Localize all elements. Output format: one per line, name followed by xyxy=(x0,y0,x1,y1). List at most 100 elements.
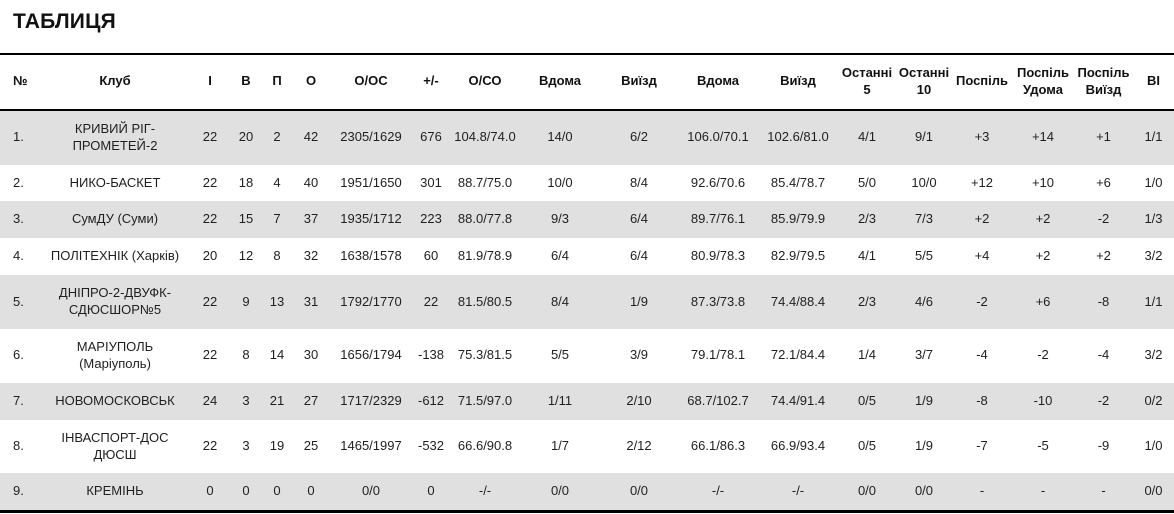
stat-cell: 25 xyxy=(303,438,319,454)
stat-cell: 22 xyxy=(202,211,218,227)
column-header: ВІ xyxy=(1133,54,1174,111)
stat-cell: 9/1 xyxy=(914,129,934,145)
stat-cell: 8 xyxy=(242,347,250,363)
stat-cell: 81.9/78.9 xyxy=(457,248,513,264)
stat-cell: +3 xyxy=(974,129,990,145)
stat-cell: 3 xyxy=(242,392,250,408)
table-row: 7. НОВОМОСКОВСЬК 24 3 21 27 1717/2329 -612 71.5/… xyxy=(0,382,1174,420)
stat-cell: 1935/1712 xyxy=(340,211,402,227)
stat-cell: 27 xyxy=(303,392,319,408)
stat-cell: 10/0 xyxy=(911,174,937,190)
stat-cell: 1/9 xyxy=(914,438,934,454)
stat-cell: 2305/1629 xyxy=(340,129,402,145)
stat-cell: 0/0 xyxy=(550,483,570,499)
stat-cell: -612 xyxy=(417,392,445,408)
column-header: О xyxy=(292,54,330,111)
stat-cell: 0/2 xyxy=(1144,392,1163,408)
stat-cell: 71.5/97.0 xyxy=(457,392,513,408)
stat-cell: -138 xyxy=(417,347,445,363)
stat-cell: -5 xyxy=(1037,438,1049,454)
stat-cell: +14 xyxy=(1031,129,1055,145)
stat-cell: 1/4 xyxy=(857,347,877,363)
stat-cell: 301 xyxy=(420,174,442,190)
club-name: ПОЛІТЕХНІК (Харків) xyxy=(50,248,180,264)
stat-cell: 85.9/79.9 xyxy=(770,211,826,227)
stat-cell: 72.1/84.4 xyxy=(770,347,826,363)
stat-cell: -7 xyxy=(976,438,988,454)
column-header: П xyxy=(262,54,292,111)
stat-cell: -532 xyxy=(417,438,445,454)
stat-cell: 8 xyxy=(273,248,281,264)
stat-cell: 22 xyxy=(202,347,218,363)
stat-cell: +2 xyxy=(1035,248,1051,264)
stat-cell: 14 xyxy=(269,347,285,363)
row-number: 7. xyxy=(13,392,24,408)
club-name: ДНІПРО-2-ДВУФК- СДЮСШОР№5 xyxy=(58,285,172,318)
column-header: Поспіль xyxy=(952,54,1012,111)
stat-cell: 20 xyxy=(238,129,254,145)
column-header: Вдома xyxy=(678,54,758,111)
stat-cell: 1/0 xyxy=(1144,174,1163,190)
club-name: ІНВАСПОРТ-ДОС ДЮСШ xyxy=(61,429,169,462)
stat-cell: 0 xyxy=(427,483,435,499)
stat-cell: +6 xyxy=(1035,293,1051,309)
stat-cell: -2 xyxy=(1097,211,1110,227)
club-name: НИКО-БАСКЕТ xyxy=(69,174,161,190)
stat-cell: 22 xyxy=(202,129,218,145)
stat-cell: 22 xyxy=(423,293,439,309)
stat-cell: 74.4/91.4 xyxy=(770,392,826,408)
club-name: КРИВИЙ РІГ- ПРОМЕТЕЙ-2 xyxy=(72,120,158,153)
column-header: В xyxy=(230,54,262,111)
stat-cell: 2/12 xyxy=(626,438,652,454)
stat-cell: 0/0 xyxy=(361,483,381,499)
stat-cell: -2 xyxy=(1097,392,1110,408)
stat-cell: 74.4/88.4 xyxy=(770,293,826,309)
stat-cell: +6 xyxy=(1096,174,1111,190)
stat-cell: 0/5 xyxy=(857,438,877,454)
standings-table: № Клуб І В П О О/ОС +/- О/СО Вдома Виїзд Вдома Виїзд… xyxy=(0,53,1174,514)
stat-cell: 6/4 xyxy=(550,248,570,264)
stat-cell: 7 xyxy=(273,211,281,227)
stat-cell: 4/1 xyxy=(857,129,877,145)
stat-cell: +2 xyxy=(974,211,990,227)
stat-cell: 1638/1578 xyxy=(340,248,402,264)
stat-cell: 31 xyxy=(303,293,319,309)
header-row: № Клуб І В П О О/ОС +/- О/СО Вдома Виїзд Вдома Виїзд… xyxy=(0,54,1174,111)
column-header: Вдома xyxy=(520,54,600,111)
stat-cell: 1951/1650 xyxy=(340,174,402,190)
stat-cell: +2 xyxy=(1096,248,1111,264)
stat-cell: -/- xyxy=(791,483,805,499)
stat-cell: 0/0 xyxy=(1144,483,1163,499)
stat-cell: 3 xyxy=(242,438,250,454)
column-header: № xyxy=(0,54,40,111)
stat-cell: -2 xyxy=(1037,347,1049,363)
stat-cell: 2 xyxy=(273,129,281,145)
stat-cell: - xyxy=(979,483,985,499)
table-row: 8. ІНВАСПОРТ-ДОС ДЮСШ 22 3 19 25 1465/1997 -532… xyxy=(0,419,1174,474)
stat-cell: 5/5 xyxy=(914,248,934,264)
column-header: Поспіль Виїзд xyxy=(1074,54,1133,111)
stat-cell: 19 xyxy=(269,438,285,454)
stat-cell: 1/0 xyxy=(1144,438,1163,454)
stat-cell: 75.3/81.5 xyxy=(457,347,513,363)
row-number: 2. xyxy=(13,174,24,190)
stat-cell: 66.6/90.8 xyxy=(457,438,513,454)
stat-cell: 1/11 xyxy=(547,392,573,408)
stat-cell: 7/3 xyxy=(914,211,934,227)
stat-cell: 6/4 xyxy=(629,211,649,227)
stat-cell: 82.9/79.5 xyxy=(770,248,826,264)
stat-cell: 1/1 xyxy=(1144,293,1163,309)
stat-cell: +1 xyxy=(1096,129,1111,145)
table-row: 6. МАРІУПОЛЬ (Маріуполь) 22 8 14 30 1656/1794-… xyxy=(0,329,1174,383)
column-header: Клуб xyxy=(40,54,190,111)
stat-cell: 9/3 xyxy=(550,211,570,227)
stat-cell: 102.6/81.0 xyxy=(767,129,829,145)
stat-cell: 68.7/102.7 xyxy=(687,392,749,408)
stat-cell: 1465/1997 xyxy=(340,438,402,454)
table-row: 9. КРЕМІНЬ 0 0 0 0 0/0 0 -/- 0/0 0/0 -/- -/- 0/0 0/0 - -… xyxy=(0,473,1174,512)
stat-cell: 92.6/70.6 xyxy=(690,174,746,190)
column-header: Останні 5 xyxy=(838,54,896,111)
stat-cell: 85.4/78.7 xyxy=(770,174,826,190)
table-body: 1. КРИВИЙ РІГ- ПРОМЕТЕЙ-2 22 20 2 42 2305/1629… xyxy=(0,109,1174,512)
stat-cell: 13 xyxy=(269,293,285,309)
